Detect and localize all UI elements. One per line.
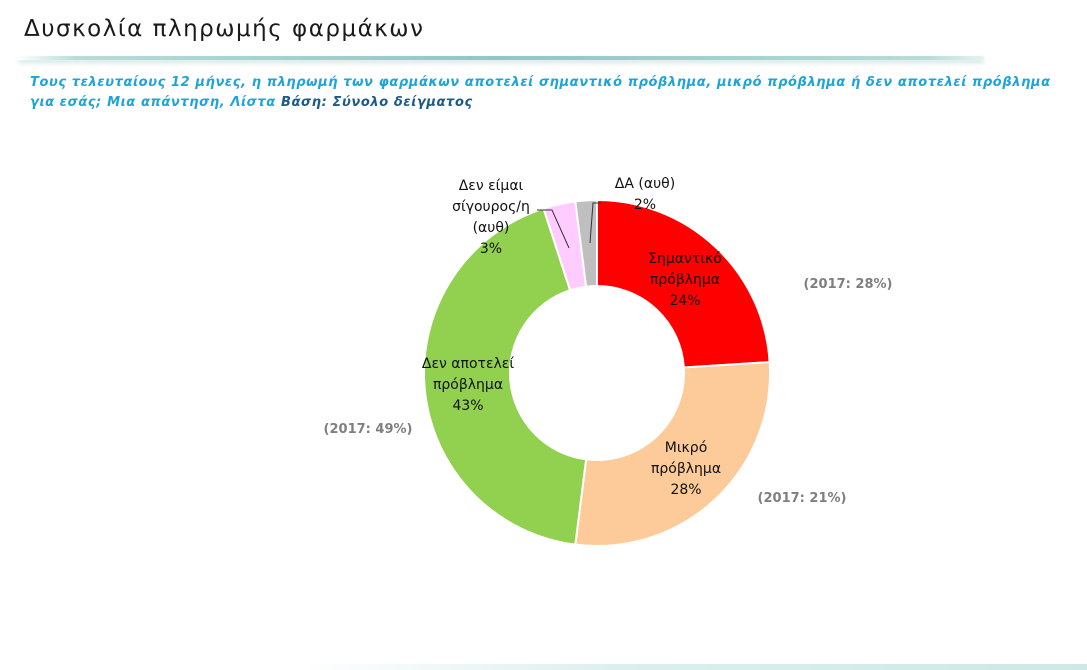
comparison-label-not-problem: (2017: 49%) — [324, 422, 413, 437]
slice-not-problem — [422, 207, 588, 546]
slice-value-not-sure: 3% — [480, 241, 502, 257]
slice-significant — [596, 198, 771, 369]
leader-lines — [537, 202, 601, 249]
question-text: Τους τελευταίους 12 μήνες, η πληρωμή των… — [30, 75, 1051, 110]
slice-minor — [574, 361, 771, 547]
donut-slices — [422, 198, 771, 547]
page-title: Δυσκολία πληρωμής φαρμάκων — [24, 16, 425, 42]
slice-label-not-problem: Δεν αποτελεί πρόβλημα 43% — [422, 356, 514, 414]
slice-value-not-problem: 43% — [452, 398, 483, 414]
slice-value-minor: 28% — [670, 482, 701, 498]
sample-basis: Βάση: Σύνολο δείγματος — [280, 95, 473, 110]
slice-label-significant: Σημαντικό πρόβλημα 24% — [648, 251, 722, 309]
leader-line-not-sure — [537, 209, 570, 249]
footer-band — [300, 664, 1087, 670]
slice-labels: Σημαντικό πρόβλημα 24% Μικρό πρόβλημα 28% Δεν … — [422, 176, 722, 498]
comparison-labels: (2017: 28%) (2017: 21%) (2017: 49%) — [324, 277, 893, 506]
leader-line-dk — [589, 202, 601, 244]
comparison-label-minor: (2017: 21%) — [758, 491, 847, 506]
question-subtitle: Τους τελευταίους 12 μήνες, η πληρωμή των… — [30, 73, 1060, 113]
slice-label-dk: ΔΑ (αυθ) 2% — [615, 176, 675, 213]
comparison-label-significant: (2017: 28%) — [804, 277, 893, 292]
title-divider — [18, 56, 984, 60]
slice-value-significant: 24% — [669, 293, 700, 309]
slice-value-dk: 2% — [634, 197, 656, 213]
slice-label-minor: Μικρό πρόβλημα 28% — [651, 440, 721, 498]
slice-label-not-sure: Δεν είμαι σίγουρος/η (αυθ) 3% — [452, 178, 530, 257]
